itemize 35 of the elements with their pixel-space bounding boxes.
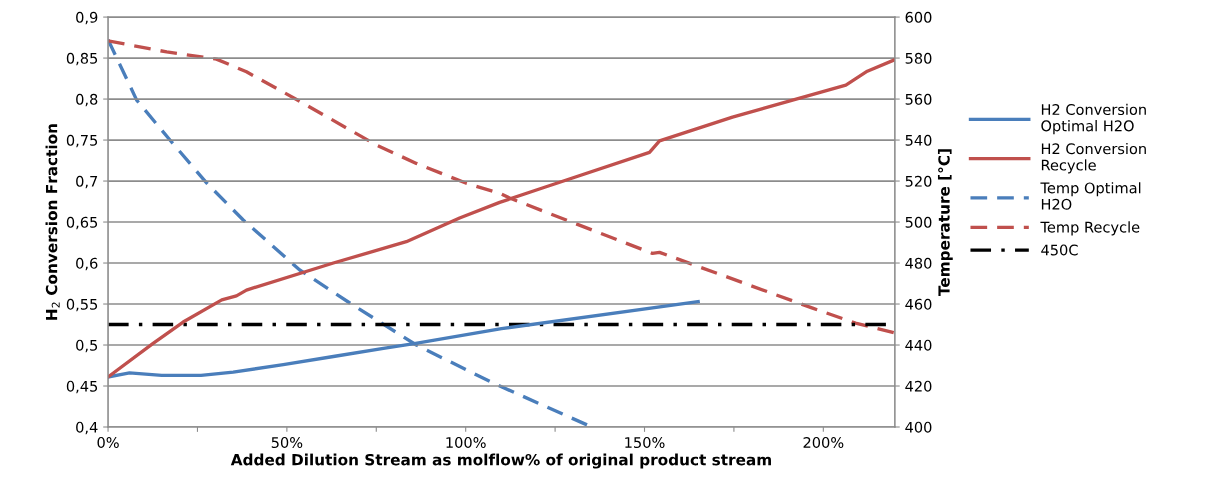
y-tick-label: 0,7 (76, 175, 98, 189)
y-tick-label: 0,8 (76, 93, 98, 107)
y2-tick-label: 400 (905, 421, 932, 433)
x-tick-label: 200% (803, 436, 844, 449)
y2-tick-label: 500 (905, 216, 932, 228)
y-axis-title: H$_{2}$ Conversion Fraction (45, 124, 60, 320)
y2-tick-label: 480 (905, 257, 932, 269)
y-tick-label: 0,9 (76, 11, 98, 25)
y2-tick-label: 580 (905, 52, 932, 64)
y-tick-label: 0,45 (66, 380, 98, 394)
x-tick-label: 150% (625, 436, 665, 449)
y-tick-label: 0,4 (76, 421, 98, 435)
legend-label: 450C (1041, 244, 1078, 256)
y-tick-label: 0,85 (66, 52, 98, 66)
y2-tick-label: 600 (905, 11, 932, 23)
legend-label: H2 Conversion Optimal H2O (1041, 103, 1146, 135)
y2-axis-title: Temperature [°C] (937, 149, 953, 296)
y2-tick-label: 440 (905, 339, 932, 351)
x-axis-title: Added Dilution Stream as molflow% of original product stream (230, 453, 771, 469)
y2-tick-label: 520 (905, 175, 932, 187)
legend-label: Temp Optimal H2O (1040, 182, 1141, 210)
y-tick-label: 0,65 (66, 216, 98, 230)
y2-tick-label: 540 (905, 134, 932, 146)
x-tick-label: 100% (446, 436, 486, 449)
legend-label: Temp Recycle (1040, 221, 1140, 236)
y2-tick-label: 460 (905, 298, 932, 310)
y-tick-label: 0,5 (76, 339, 98, 353)
y-tick-label: 0,55 (66, 298, 98, 312)
y-tick-label: 0,75 (66, 134, 98, 148)
y-tick-label: 0,6 (76, 257, 98, 271)
x-tick-label: 0% (97, 436, 119, 449)
y2-tick-label: 420 (905, 380, 932, 392)
y2-tick-label: 560 (905, 93, 932, 105)
legend-label: H2 Conversion Recycle (1041, 142, 1146, 174)
x-tick-label: 50% (271, 436, 303, 449)
